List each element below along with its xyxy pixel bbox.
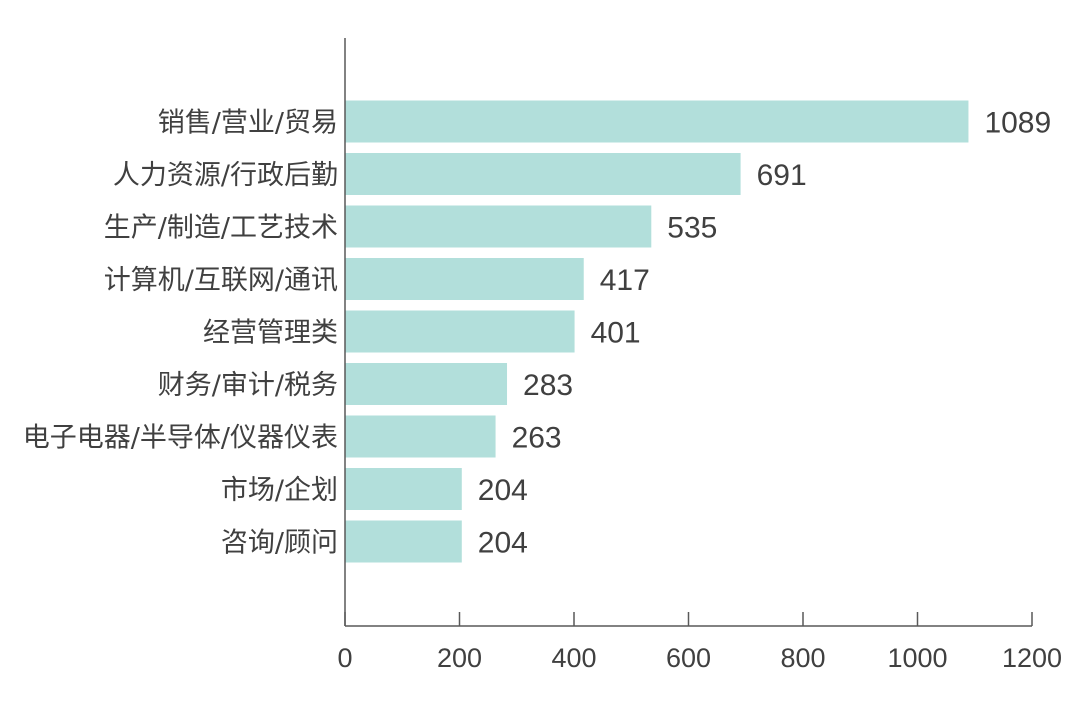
value-labels: 1089 691 535 417 401 283 263 204 204 bbox=[478, 107, 1051, 560]
data-label: 1089 bbox=[984, 107, 1051, 140]
x-axis-ticks: 0 200 400 600 800 1000 1200 bbox=[337, 612, 1062, 673]
data-label: 204 bbox=[478, 474, 528, 507]
x-tick-label: 1200 bbox=[1002, 643, 1062, 673]
category-label: 人力资源/行政后勤 bbox=[113, 160, 338, 191]
category-label: 财务/审计/税务 bbox=[158, 370, 338, 401]
bar bbox=[345, 205, 652, 248]
category-label: 咨询/顾问 bbox=[221, 528, 338, 559]
category-label: 市场/企划 bbox=[221, 475, 338, 506]
data-label: 535 bbox=[667, 212, 717, 245]
x-tick-label: 200 bbox=[437, 643, 482, 673]
category-label: 计算机/互联网/通讯 bbox=[104, 265, 338, 296]
data-label: 204 bbox=[478, 527, 528, 560]
bar bbox=[345, 100, 969, 143]
category-label: 销售/营业/贸易 bbox=[158, 108, 338, 139]
bar bbox=[345, 468, 462, 510]
category-labels: 销售/营业/贸易人力资源/行政后勤生产/制造/工艺技术计算机/互联网/通讯经营管… bbox=[23, 108, 338, 559]
bar bbox=[345, 310, 575, 353]
category-label: 生产/制造/工艺技术 bbox=[104, 213, 338, 244]
bar bbox=[345, 258, 584, 300]
category-label: 电子电器/半导体/仪器仪表 bbox=[23, 423, 338, 454]
x-tick-label: 800 bbox=[780, 643, 825, 673]
category-label: 经营管理类 bbox=[203, 318, 338, 349]
x-tick-label: 0 bbox=[337, 643, 352, 673]
x-tick-label: 400 bbox=[551, 643, 596, 673]
data-label: 691 bbox=[757, 159, 807, 192]
data-label: 283 bbox=[523, 369, 573, 402]
data-label: 263 bbox=[512, 422, 562, 455]
bar bbox=[345, 363, 508, 405]
data-label: 401 bbox=[591, 317, 641, 350]
x-tick-label: 1000 bbox=[887, 643, 947, 673]
bar bbox=[345, 520, 462, 563]
bar bbox=[345, 153, 741, 195]
x-tick-label: 600 bbox=[666, 643, 711, 673]
data-label: 417 bbox=[600, 264, 650, 297]
bars-group bbox=[345, 100, 969, 563]
bar bbox=[345, 415, 496, 458]
